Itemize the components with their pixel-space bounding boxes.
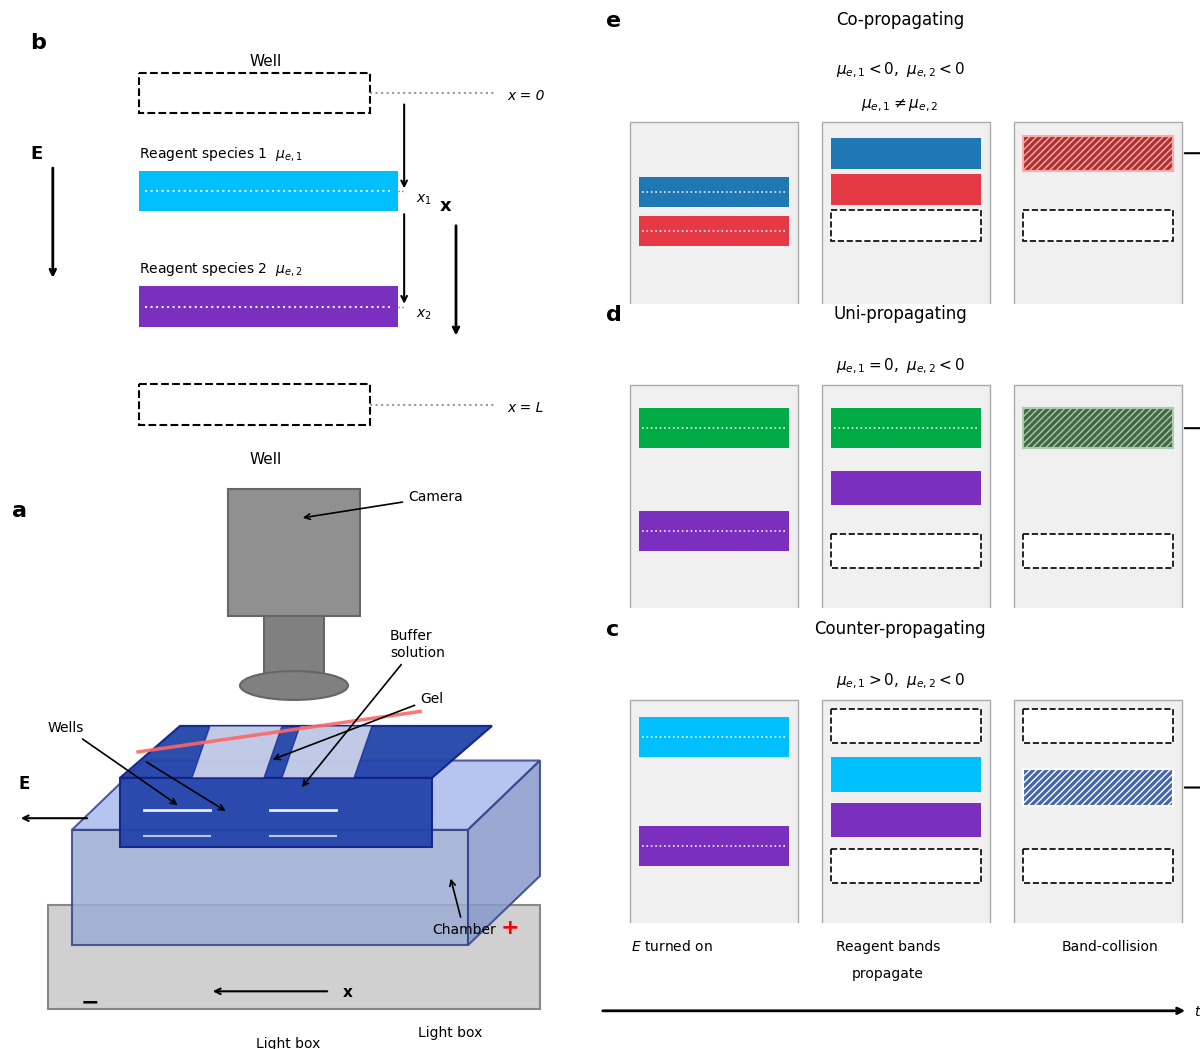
Text: Camera: Camera [305, 490, 463, 519]
FancyBboxPatch shape [640, 826, 790, 865]
FancyBboxPatch shape [830, 849, 982, 883]
Polygon shape [120, 778, 432, 848]
Text: Light box: Light box [256, 1037, 320, 1049]
FancyBboxPatch shape [830, 534, 982, 569]
Text: Chamber: Chamber [432, 880, 496, 937]
FancyBboxPatch shape [1014, 385, 1182, 643]
Text: $t < t^*$: $t < t^*$ [869, 902, 907, 921]
FancyBboxPatch shape [640, 511, 790, 551]
Text: Gel: Gel [275, 692, 443, 759]
Text: Reagent species 2  $\mu_{e,2}$: Reagent species 2 $\mu_{e,2}$ [139, 260, 302, 278]
FancyBboxPatch shape [640, 177, 790, 208]
FancyBboxPatch shape [139, 73, 370, 113]
Text: $\mathbf{E}$: $\mathbf{E}$ [18, 775, 30, 793]
Polygon shape [468, 761, 540, 945]
FancyBboxPatch shape [1022, 534, 1174, 569]
FancyBboxPatch shape [830, 471, 982, 506]
FancyBboxPatch shape [630, 122, 798, 309]
FancyBboxPatch shape [830, 210, 982, 240]
Text: $\mathbf{x}$: $\mathbf{x}$ [342, 985, 354, 1000]
FancyBboxPatch shape [640, 408, 790, 448]
Text: +: + [500, 918, 520, 938]
Text: $t = t^*$: $t = t^*$ [1091, 902, 1129, 921]
FancyBboxPatch shape [830, 138, 982, 169]
Text: x = L: x = L [508, 401, 545, 414]
FancyBboxPatch shape [830, 408, 982, 448]
Text: −: − [80, 992, 100, 1012]
Text: $\mu_{e,1} > 0,\ \mu_{e,2} < 0$: $\mu_{e,1} > 0,\ \mu_{e,2} < 0$ [835, 671, 965, 690]
FancyBboxPatch shape [822, 700, 990, 958]
FancyBboxPatch shape [1022, 135, 1174, 171]
FancyBboxPatch shape [640, 718, 790, 757]
Text: Well: Well [250, 53, 282, 69]
Text: e: e [606, 12, 622, 31]
Text: b: b [30, 33, 46, 52]
FancyBboxPatch shape [48, 904, 540, 1009]
FancyBboxPatch shape [264, 616, 324, 673]
Polygon shape [120, 726, 492, 778]
FancyBboxPatch shape [640, 216, 790, 247]
FancyBboxPatch shape [630, 700, 798, 958]
Text: $\mu_{e,1} \neq \mu_{e,2}$: $\mu_{e,1} \neq \mu_{e,2}$ [862, 97, 938, 114]
Text: $x_1$: $x_1$ [415, 193, 432, 207]
Text: Band-collision: Band-collision [1062, 940, 1158, 954]
Text: Light box: Light box [418, 1026, 482, 1040]
FancyBboxPatch shape [139, 171, 398, 211]
FancyBboxPatch shape [830, 757, 982, 792]
FancyBboxPatch shape [228, 489, 360, 616]
Text: Counter-propagating: Counter-propagating [814, 620, 986, 638]
FancyBboxPatch shape [1014, 700, 1182, 958]
Text: $\mu_{e,1} = 0,\ \mu_{e,2} < 0$: $\mu_{e,1} = 0,\ \mu_{e,2} < 0$ [835, 357, 965, 376]
Text: Uni-propagating: Uni-propagating [833, 305, 967, 323]
Text: propagate: propagate [852, 967, 924, 981]
Text: $t = 0$: $t = 0$ [656, 907, 688, 921]
FancyBboxPatch shape [822, 122, 990, 309]
Text: $x_2$: $x_2$ [415, 308, 432, 322]
Text: Reagent species 1  $\mu_{e,1}$: Reagent species 1 $\mu_{e,1}$ [139, 145, 302, 163]
Text: Wells: Wells [48, 721, 176, 804]
FancyBboxPatch shape [1022, 708, 1174, 743]
Text: Reagent bands: Reagent bands [836, 940, 940, 954]
Text: $\mathbf{x}$: $\mathbf{x}$ [439, 197, 452, 215]
FancyBboxPatch shape [630, 385, 798, 643]
Text: $\mathbf{E}$: $\mathbf{E}$ [30, 146, 43, 164]
FancyBboxPatch shape [1022, 210, 1174, 240]
Polygon shape [282, 726, 372, 778]
Text: Buffer
solution: Buffer solution [302, 629, 445, 786]
FancyBboxPatch shape [1022, 769, 1174, 806]
Polygon shape [72, 761, 540, 830]
Text: $E$ turned on: $E$ turned on [631, 939, 713, 954]
Text: d: d [606, 305, 622, 325]
Text: $\mu_{e,1} < 0,\ \mu_{e,2} < 0$: $\mu_{e,1} < 0,\ \mu_{e,2} < 0$ [835, 61, 965, 80]
Text: a: a [12, 500, 28, 521]
FancyBboxPatch shape [822, 385, 990, 643]
Polygon shape [192, 726, 282, 778]
Ellipse shape [240, 671, 348, 700]
Text: time $t$: time $t$ [1194, 1004, 1200, 1020]
Polygon shape [72, 830, 468, 945]
FancyBboxPatch shape [139, 286, 398, 327]
FancyBboxPatch shape [830, 802, 982, 837]
Text: Well: Well [250, 452, 282, 467]
FancyBboxPatch shape [1014, 122, 1182, 309]
FancyBboxPatch shape [1022, 408, 1174, 448]
FancyBboxPatch shape [830, 174, 982, 205]
Text: c: c [606, 620, 619, 640]
FancyBboxPatch shape [830, 708, 982, 743]
FancyBboxPatch shape [1022, 849, 1174, 883]
Text: x = 0: x = 0 [508, 89, 545, 103]
FancyBboxPatch shape [139, 384, 370, 425]
Text: Co-propagating: Co-propagating [836, 12, 964, 29]
